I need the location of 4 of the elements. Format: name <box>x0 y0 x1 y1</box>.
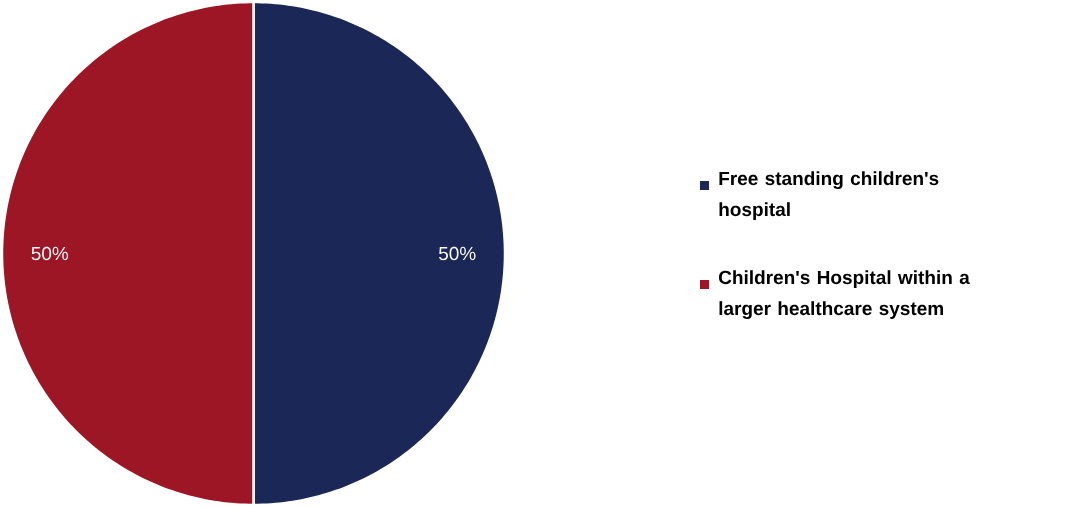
data-label: 50% <box>438 246 476 261</box>
legend-label: Children's Hospital within a larger healthcare system <box>718 270 970 319</box>
data-label: 50% <box>31 246 69 261</box>
legend-label: Free standing children's hospital <box>719 171 939 220</box>
